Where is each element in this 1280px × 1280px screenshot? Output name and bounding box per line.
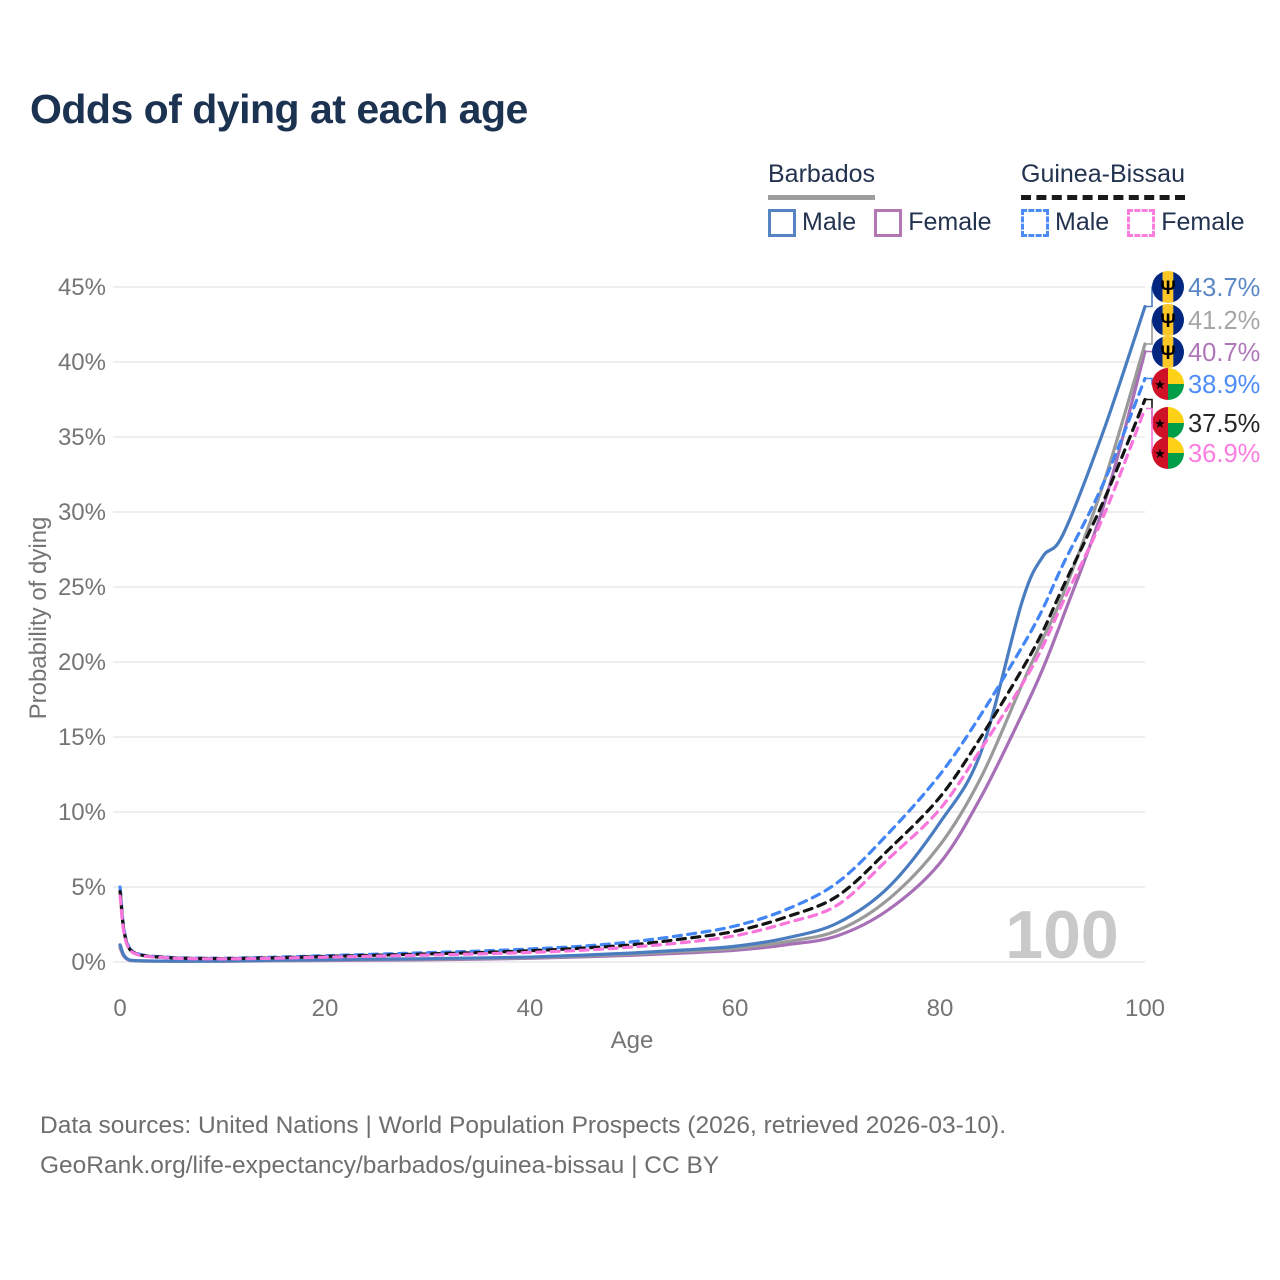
barbados-female-swatch-icon xyxy=(874,208,903,237)
end-value-label: 41.2% xyxy=(1188,307,1260,335)
barbados-flag-icon: Ψ xyxy=(1152,271,1184,303)
legend-country-guinea-bissau: Guinea-Bissau xyxy=(1021,160,1185,200)
end-value-label: 43.7% xyxy=(1188,274,1260,302)
legend-group-barbados: Barbados Male Female xyxy=(768,160,992,237)
legend-item-guinea-bissau-female[interactable]: Female xyxy=(1127,208,1245,237)
svg-text:★: ★ xyxy=(1154,377,1166,392)
series-line-guinea-bissau-male[interactable] xyxy=(118,376,1147,960)
svg-text:Ψ: Ψ xyxy=(1160,343,1175,364)
y-tick-label: 30% xyxy=(58,499,106,526)
guinea-bissau-flag-icon: ★ xyxy=(1152,368,1184,400)
legend-country-barbados: Barbados xyxy=(768,160,876,200)
x-tick-label: 40 xyxy=(517,995,544,1022)
svg-text:★: ★ xyxy=(1154,446,1166,461)
barbados-male-swatch-icon xyxy=(768,208,796,237)
x-tick-label: 20 xyxy=(312,995,339,1022)
y-axis-title: Probability of dying xyxy=(25,517,52,720)
svg-text:★: ★ xyxy=(1154,416,1166,431)
attribution-line: GeoRank.org/life-expectancy/barbados/gui… xyxy=(40,1152,720,1179)
data-sources-line: Data sources: United Nations | World Pop… xyxy=(40,1112,1007,1139)
guinea-bissau-flag-icon: ★ xyxy=(1152,437,1184,469)
series-line-guinea-bissau-female[interactable] xyxy=(118,406,1147,961)
end-value-label: 37.5% xyxy=(1188,410,1260,438)
end-value-label: 36.9% xyxy=(1188,440,1260,468)
y-tick-label: 0% xyxy=(71,949,106,976)
y-tick-label: 5% xyxy=(71,874,106,901)
y-tick-label: 25% xyxy=(58,574,106,601)
legend-item-label: Male xyxy=(802,208,857,236)
y-tick-label: 40% xyxy=(58,349,106,376)
guinea-bissau-female-swatch-icon xyxy=(1127,208,1156,237)
legend-item-guinea-bissau-male[interactable]: Male xyxy=(1021,208,1109,237)
guinea-bissau-male-swatch-icon xyxy=(1021,208,1049,237)
x-tick-label: 100 xyxy=(1125,995,1165,1022)
x-axis-title: Age xyxy=(611,1027,654,1054)
series-line-barbados-male[interactable] xyxy=(118,304,1147,963)
series-line-guinea-bissau[interactable] xyxy=(118,397,1147,961)
barbados-flag-icon: Ψ xyxy=(1152,336,1184,368)
series-line-barbados-female[interactable] xyxy=(118,349,1147,963)
end-value-label: 40.7% xyxy=(1188,339,1260,367)
label-connector xyxy=(1146,407,1154,454)
end-value-label: 38.9% xyxy=(1188,371,1260,399)
legend-item-label: Male xyxy=(1055,208,1110,236)
y-tick-label: 10% xyxy=(58,799,106,826)
footer: Data sources: United Nations | World Pop… xyxy=(40,1106,1006,1186)
page-title: Odds of dying at each age xyxy=(30,86,528,132)
y-tick-label: 15% xyxy=(58,724,106,751)
x-tick-label: 0 xyxy=(113,995,126,1022)
legend-item-barbados-male[interactable]: Male xyxy=(768,208,856,237)
legend: Barbados Male Female Guinea-Bissau Male … xyxy=(0,160,1280,250)
legend-item-label: Female xyxy=(1161,208,1245,236)
y-tick-label: 20% xyxy=(58,649,106,676)
svg-text:Ψ: Ψ xyxy=(1160,311,1175,332)
hover-age-watermark: 100 xyxy=(1005,897,1118,973)
y-tick-label: 35% xyxy=(58,424,106,451)
svg-text:Ψ: Ψ xyxy=(1160,278,1175,299)
y-tick-label: 45% xyxy=(58,274,106,301)
barbados-flag-icon: Ψ xyxy=(1152,304,1184,336)
legend-item-label: Female xyxy=(908,208,992,236)
legend-item-barbados-female[interactable]: Female xyxy=(874,208,992,237)
x-tick-label: 80 xyxy=(927,995,954,1022)
x-tick-label: 60 xyxy=(722,995,749,1022)
guinea-bissau-flag-icon: ★ xyxy=(1152,407,1184,439)
legend-group-guinea-bissau: Guinea-Bissau Male Female xyxy=(1021,160,1245,237)
